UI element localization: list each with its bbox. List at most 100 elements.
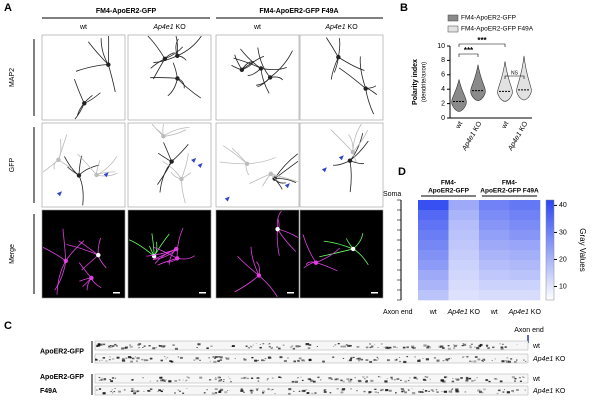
puncta xyxy=(197,343,201,346)
micrograph xyxy=(41,122,126,208)
soma xyxy=(336,54,341,60)
neurite xyxy=(176,227,184,259)
puncta xyxy=(411,388,413,390)
puncta xyxy=(456,378,460,381)
puncta xyxy=(268,343,271,345)
micrograph xyxy=(299,209,384,299)
puncta xyxy=(316,346,318,347)
puncta xyxy=(332,356,335,358)
x-tick-label: Ap4e1 KO xyxy=(461,120,484,153)
puncta xyxy=(468,377,472,380)
puncta xyxy=(370,379,374,382)
puncta xyxy=(259,344,261,345)
puncta xyxy=(357,360,360,362)
heatmap-cell xyxy=(479,230,510,241)
puncta xyxy=(283,360,287,363)
puncta xyxy=(456,344,458,346)
puncta xyxy=(262,392,265,394)
puncta xyxy=(98,379,100,381)
puncta xyxy=(400,388,403,390)
puncta xyxy=(366,380,368,382)
puncta xyxy=(182,392,185,394)
puncta xyxy=(136,357,140,360)
puncta xyxy=(495,378,498,380)
puncta xyxy=(365,380,368,383)
puncta xyxy=(148,390,151,392)
puncta xyxy=(170,360,174,363)
puncta xyxy=(307,343,310,345)
puncta xyxy=(229,380,232,383)
puncta xyxy=(432,390,435,393)
column-header: wt xyxy=(79,24,87,31)
neurite xyxy=(100,38,109,65)
puncta xyxy=(243,358,247,361)
puncta xyxy=(159,376,163,379)
y-tick-label: 6 xyxy=(441,72,445,79)
puncta xyxy=(110,390,113,393)
puncta xyxy=(114,343,117,346)
puncta xyxy=(242,377,245,379)
puncta xyxy=(395,359,397,361)
puncta xyxy=(447,347,451,350)
puncta xyxy=(416,378,419,380)
puncta xyxy=(436,391,439,393)
soma xyxy=(174,246,179,252)
soma xyxy=(175,76,180,81)
puncta xyxy=(335,378,339,381)
puncta xyxy=(469,346,473,349)
puncta xyxy=(118,390,121,393)
puncta xyxy=(138,346,141,349)
soma xyxy=(350,149,355,155)
puncta xyxy=(263,360,266,362)
puncta xyxy=(453,344,457,347)
heatmap-cell xyxy=(479,250,510,261)
puncta xyxy=(274,392,276,395)
puncta xyxy=(340,345,344,348)
neurite xyxy=(338,67,366,89)
puncta xyxy=(291,380,295,383)
puncta xyxy=(206,347,209,349)
puncta xyxy=(161,345,164,347)
puncta xyxy=(360,358,364,361)
puncta xyxy=(203,392,206,394)
puncta xyxy=(453,344,455,345)
puncta xyxy=(455,390,459,393)
puncta xyxy=(413,376,417,379)
neurite xyxy=(250,246,260,276)
puncta xyxy=(308,344,312,346)
neurite xyxy=(323,240,354,250)
heatmap-cell xyxy=(418,250,449,261)
puncta xyxy=(381,388,384,391)
legend-label: FM4-ApoER2-GFP xyxy=(461,15,516,22)
puncta xyxy=(262,343,265,345)
puncta xyxy=(178,390,182,393)
puncta xyxy=(496,392,499,395)
heatmap-cell xyxy=(448,260,480,271)
puncta xyxy=(135,356,136,358)
puncta xyxy=(213,360,217,364)
soma xyxy=(76,173,82,178)
micrograph xyxy=(215,34,300,121)
micrograph xyxy=(127,122,212,208)
neurite xyxy=(352,123,362,153)
puncta xyxy=(196,347,198,349)
violin xyxy=(497,61,513,102)
puncta xyxy=(255,388,258,390)
puncta xyxy=(256,360,259,362)
neurite xyxy=(66,244,99,256)
puncta xyxy=(511,376,515,379)
puncta xyxy=(103,378,106,381)
puncta xyxy=(137,344,140,346)
puncta xyxy=(502,391,505,393)
puncta xyxy=(296,359,298,361)
puncta xyxy=(396,378,400,381)
puncta xyxy=(462,343,467,346)
heatmap-cell xyxy=(448,200,480,211)
puncta xyxy=(107,345,111,348)
puncta xyxy=(399,360,401,363)
puncta xyxy=(500,347,504,350)
puncta xyxy=(113,391,116,393)
puncta xyxy=(341,388,345,391)
puncta xyxy=(365,346,369,349)
column-header: Ap4e1 KO xyxy=(324,24,358,31)
